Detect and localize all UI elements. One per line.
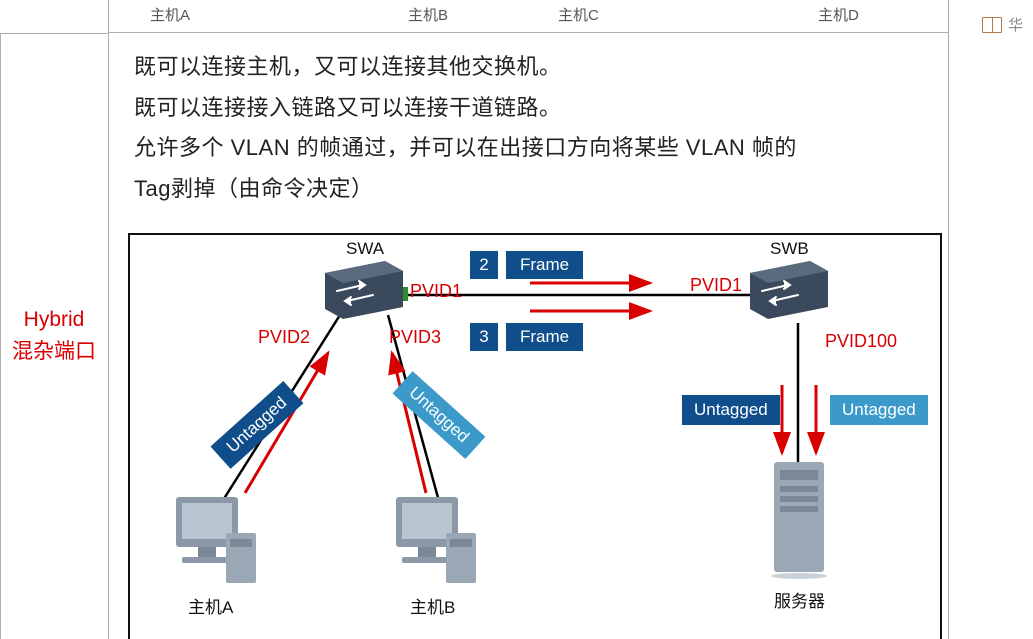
desc-line-4: Tag剥掉（由命令决定） (134, 169, 797, 210)
top-row-partial: 主机A 主机B 主机C 主机D (0, 0, 1033, 33)
frame-row-1: 2 Frame (470, 251, 583, 279)
pc-host-a-icon (170, 493, 260, 588)
vlan-hybrid-diagram: SWA PVID1 SWB (128, 233, 942, 639)
frame1-text: Frame (506, 251, 583, 279)
row-title-cn: 混杂端口 (12, 336, 96, 368)
pc-host-b-icon (390, 493, 480, 588)
description-text: 既可以连接主机，又可以连接其他交换机。 既可以连接接入链路又可以连接干道链路。 … (134, 47, 797, 210)
top-host-a: 主机A (150, 4, 190, 25)
desc-line-2: 既可以连接接入链路又可以连接干道链路。 (134, 88, 797, 129)
top-host-c: 主机C (558, 4, 599, 25)
switch-swb-icon (750, 261, 828, 319)
untagged-tag-s2: Untagged (830, 395, 928, 425)
book-icon (982, 17, 1002, 33)
server-icon (770, 460, 830, 580)
sidebar-link[interactable]: 华 (982, 14, 1023, 35)
server-label: 服务器 (774, 587, 825, 612)
frame2-num: 3 (470, 323, 498, 351)
frame-row-2: 3 Frame (470, 323, 583, 351)
desc-line-3: 允许多个 VLAN 的帧通过，并可以在出接口方向将某些 VLAN 帧的 (134, 128, 797, 169)
swa-label: SWA (346, 239, 384, 259)
frame2-text: Frame (506, 323, 583, 351)
swb-label: SWB (770, 239, 809, 259)
top-host-d: 主机D (818, 4, 859, 25)
pvid2-label: PVID2 (258, 327, 310, 348)
row-header-cell: Hybrid 混杂端口 (0, 33, 109, 639)
host-b-label: 主机B (410, 593, 455, 618)
desc-line-1: 既可以连接主机，又可以连接其他交换机。 (134, 47, 797, 88)
sidebar-link-text: 华 (1008, 14, 1023, 35)
frame1-num: 2 (470, 251, 498, 279)
top-host-b: 主机B (408, 4, 448, 25)
row-title: Hybrid 混杂端口 (12, 304, 96, 367)
pvid3-label: PVID3 (389, 327, 441, 348)
untagged-tag-s1: Untagged (682, 395, 780, 425)
switch-swa-icon (325, 261, 403, 319)
pvid100-label: PVID100 (825, 331, 897, 352)
content-cell: 既可以连接主机，又可以连接其他交换机。 既可以连接接入链路又可以连接干道链路。 … (108, 33, 949, 639)
host-a-label: 主机A (188, 593, 233, 618)
page: 主机A 主机B 主机C 主机D 华 Hybrid 混杂端口 既可以连接主机，又可… (0, 0, 1033, 639)
swb-pvid1: PVID1 (690, 275, 742, 296)
row-title-en: Hybrid (12, 304, 96, 336)
swa-pvid1: PVID1 (410, 281, 462, 302)
